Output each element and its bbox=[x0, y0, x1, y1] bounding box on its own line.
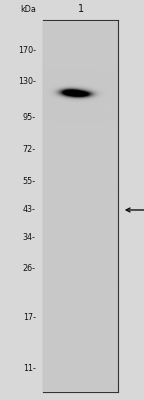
Text: 34-: 34- bbox=[23, 233, 36, 242]
Text: 17-: 17- bbox=[23, 314, 36, 322]
Text: 43-: 43- bbox=[23, 206, 36, 214]
Text: 130-: 130- bbox=[18, 77, 36, 86]
Text: 26-: 26- bbox=[23, 264, 36, 273]
Text: 95-: 95- bbox=[23, 113, 36, 122]
Text: 1: 1 bbox=[78, 4, 84, 14]
Text: kDa: kDa bbox=[20, 6, 36, 14]
Text: 11-: 11- bbox=[23, 364, 36, 373]
Text: 55-: 55- bbox=[23, 177, 36, 186]
Text: 170-: 170- bbox=[18, 46, 36, 54]
Text: 72-: 72- bbox=[23, 146, 36, 154]
